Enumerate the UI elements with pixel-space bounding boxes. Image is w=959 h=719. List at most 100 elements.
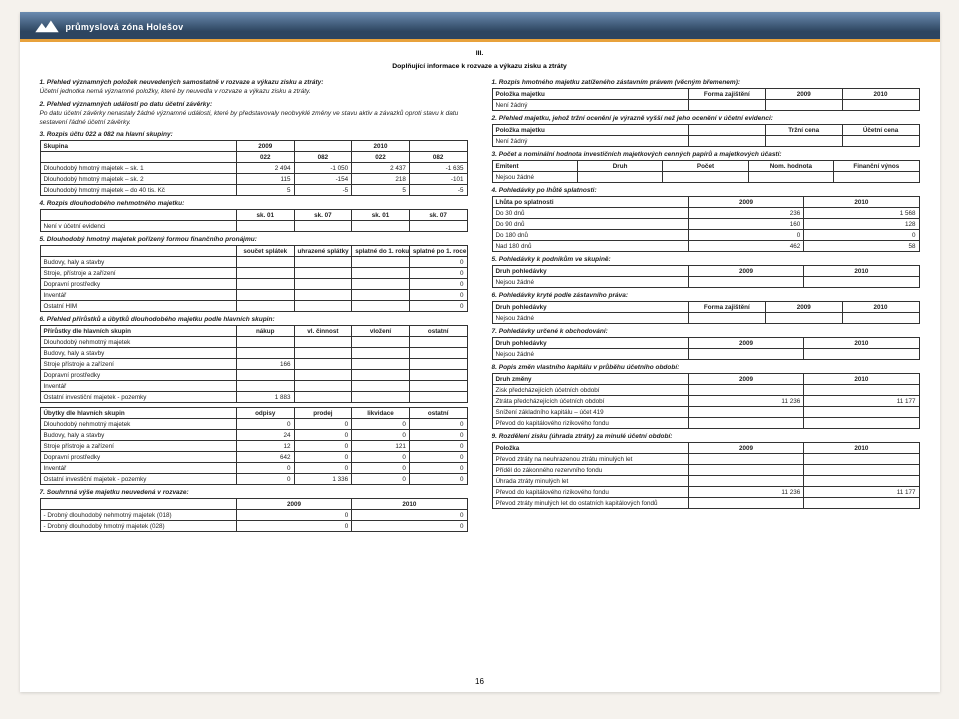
right-column: 1. Rozpis hmotného majetku zatíženého zá… <box>492 76 920 536</box>
table-cell <box>804 385 919 396</box>
table-cell <box>804 454 919 465</box>
table-row: Ostatní HIM0 <box>40 301 467 312</box>
l-item4: 4. Rozpis dlouhodobého nehmotného majetk… <box>40 200 468 207</box>
table-cell: Budovy, haly a stavby <box>40 257 236 268</box>
table-cell: 1 883 <box>236 392 294 403</box>
table-cell <box>294 257 352 268</box>
table-cell: 115 <box>236 174 294 185</box>
table-header: vložení <box>352 326 410 337</box>
l-item7: 7. Souhrnná výše majetku neuvedená v roz… <box>40 489 468 496</box>
table-cell <box>352 370 410 381</box>
table-header-row: Položka majetkuTržní cenaÚčetní cena <box>492 125 919 136</box>
table-cell <box>294 268 352 279</box>
table-cell: Inventář <box>40 381 236 392</box>
table-cell: Převod do kapitálového rizikového fondu <box>492 487 688 498</box>
table-cell: 0 <box>352 474 410 485</box>
table-header: součet splátek <box>236 246 294 257</box>
orange-divider <box>20 39 940 42</box>
table-cell: 166 <box>236 359 294 370</box>
header-bar: průmyslová zóna Holešov <box>20 12 940 42</box>
r-item4: 4. Pohledávky po lhůtě splatnosti: <box>492 187 920 194</box>
table-cell: -5 <box>294 185 352 196</box>
table-cell <box>294 279 352 290</box>
table-3: Skupina20092010022082022082Dlouhodobý hm… <box>40 140 468 196</box>
table-row: Převod do kapitálového rizikového fondu <box>492 418 919 429</box>
table-6a: Přírůstky dle hlavních skupinnákupvl. či… <box>40 325 468 403</box>
table-cell: 0 <box>409 452 467 463</box>
table-header-row: Skupina20092010 <box>40 141 467 152</box>
table-header: Finanční výnos <box>834 161 919 172</box>
table-header: 2009 <box>236 141 294 152</box>
table-cell <box>409 348 467 359</box>
table-cell <box>804 349 919 360</box>
table-row: Nejsou žádné <box>492 172 919 183</box>
table-cell <box>688 476 803 487</box>
table-cell: Do 30 dnů <box>492 208 688 219</box>
table-header: splatné po 1. roce <box>409 246 467 257</box>
table-cell <box>688 465 803 476</box>
table-cell <box>352 221 410 232</box>
table-header <box>40 246 236 257</box>
table-header <box>40 499 236 510</box>
table-cell: 2 494 <box>236 163 294 174</box>
table-cell: - Drobný dlouhodobý hmotný majetek (028) <box>40 521 236 532</box>
table-header: 2009 <box>688 266 803 277</box>
table-cell: 0 <box>352 510 467 521</box>
table-cell: Není v účetní evidenci <box>40 221 236 232</box>
table-cell <box>688 136 765 147</box>
table-row: Dlouhodobý hmotný majetek – sk. 12 494-1… <box>40 163 467 174</box>
table-header: sk. 01 <box>352 210 410 221</box>
table-row: Dopravní prostředky <box>40 370 467 381</box>
table-cell <box>688 498 803 509</box>
table-cell: 0 <box>352 521 467 532</box>
table-cell: Stroje, přístroje a zařízení <box>40 268 236 279</box>
table-row: Inventář0 <box>40 290 467 301</box>
table-cell: Dlouhodobý nehmotný majetek <box>40 419 236 430</box>
table-header: Nom. hodnota <box>748 161 833 172</box>
table-row: Zisk předcházejících účetních období <box>492 385 919 396</box>
table-row: Nejsou žádné <box>492 313 919 324</box>
table-cell <box>294 221 352 232</box>
table-header: nákup <box>236 326 294 337</box>
table-5: součet splátekuhrazené splátkysplatné do… <box>40 245 468 312</box>
table-cell: 218 <box>352 174 410 185</box>
table-cell <box>804 476 919 487</box>
table-cell: Není žádný <box>492 136 688 147</box>
table-cell: Převod ztráty minulých let do ostatních … <box>492 498 688 509</box>
table-cell: Stroje přístroje a zařízení <box>40 359 236 370</box>
table-cell: 11 236 <box>688 396 803 407</box>
table-cell <box>663 172 748 183</box>
table-header: 2009 <box>688 443 803 454</box>
table-cell <box>577 172 662 183</box>
table-cell <box>842 313 919 324</box>
table-subheader-row: 022082022082 <box>40 152 467 163</box>
table-header-row: Druh pohledávkyForma zajištění20092010 <box>492 302 919 313</box>
table-row: Převod ztráty na neuhrazenou ztrátu minu… <box>492 454 919 465</box>
doc-title-1: III. <box>40 50 920 57</box>
table-cell <box>688 385 803 396</box>
table-cell: 0 <box>236 510 351 521</box>
table-row: Stroje přístroje a zařízení166 <box>40 359 467 370</box>
table-row: - Drobný dlouhodobý hmotný majetek (028)… <box>40 521 467 532</box>
table-cell: Nad 180 dnů <box>492 241 688 252</box>
table-row: Ostatní investiční majetek - pozemky1 88… <box>40 392 467 403</box>
table-row: Inventář <box>40 381 467 392</box>
table-header-row: Lhůta po splatnosti20092010 <box>492 197 919 208</box>
table-header <box>409 141 467 152</box>
table-cell <box>352 301 410 312</box>
table-cell: -1 050 <box>294 163 352 174</box>
l-item1-text: Účetní jednotka nemá významné položky, k… <box>40 88 468 97</box>
rtable-3: EmitentDruhPočetNom. hodnotaFinanční výn… <box>492 160 920 183</box>
table-cell: 0 <box>294 430 352 441</box>
table-cell <box>236 279 294 290</box>
rtable-1: Položka majetkuForma zajištění20092010Ne… <box>492 88 920 111</box>
table-cell <box>236 290 294 301</box>
logo-mountain-icon <box>34 17 60 37</box>
table-cell <box>409 359 467 370</box>
page: průmyslová zóna Holešov III. Doplňující … <box>20 12 940 692</box>
table-row: Není žádný <box>492 100 919 111</box>
table-cell: 0 <box>352 452 410 463</box>
table-cell: Není žádný <box>492 100 688 111</box>
table-cell <box>236 257 294 268</box>
table-header: uhrazené splátky <box>294 246 352 257</box>
